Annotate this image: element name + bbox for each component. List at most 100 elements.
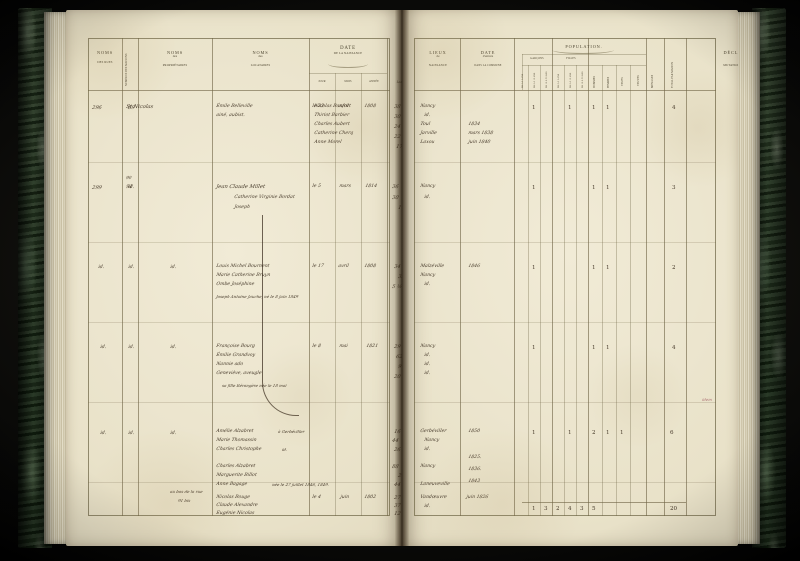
entry-birthplace: Jarville	[419, 131, 438, 136]
entry-birthplace: Laxou	[419, 140, 435, 145]
entry-birthplace: id.	[423, 371, 431, 376]
header-locataires: NOMS des LOCATAIRES	[214, 50, 307, 68]
col-rule-mois	[361, 73, 362, 516]
header-band-rule-left	[88, 90, 390, 91]
population-tally: 2	[592, 430, 596, 436]
verso-page: NOMS DES RUES NUMÉROS DES MAISONS NOMS d…	[66, 10, 402, 546]
entry-tenant-line: Ombe Joséphine	[215, 282, 255, 287]
population-tally: 1	[532, 430, 536, 436]
entry-age: 34	[393, 264, 402, 270]
entry-tenant-note: Joseph Antoine Jauche, né le 8 juin 1849	[215, 294, 299, 299]
entry-owner-note: 91 bis	[177, 498, 191, 503]
population-tally: 1	[568, 430, 572, 436]
entry-age: 16	[393, 429, 402, 435]
header-femmes: FEMMES	[607, 76, 610, 88]
header-date-entree-line2: d'entrée	[482, 54, 494, 59]
entry-tenant-line: Louis Michel Bournent	[215, 264, 270, 269]
entry-birth-annee: 1808	[363, 264, 377, 269]
entry-tenant-line: Catherine Cherq	[313, 131, 354, 136]
entry-birthplace: id.	[423, 282, 431, 287]
entry-tenant-line: Charles Alzabret	[215, 464, 256, 469]
entry-total: 6	[670, 430, 674, 436]
entry-street-name: id.	[127, 431, 135, 436]
entry-birthplace: id.	[423, 113, 431, 118]
entry-street-name: id.	[127, 345, 135, 350]
entry-birth-jour: le 5	[311, 184, 322, 189]
col-rule-garcons-1	[528, 65, 529, 516]
entry-tenant-line: Anne Morel	[313, 140, 342, 145]
entry-age: 44	[393, 482, 402, 488]
entry-tenant-line: Anne Bagage	[215, 482, 248, 487]
entry-tenant-note: née le 27 juillet 1846, 1849.	[271, 482, 330, 487]
entry-birthplace: Nancy	[419, 344, 436, 349]
entry-tenant-line: Catherine Virginie Bordat	[233, 195, 296, 200]
entry-birth-annee: 1814	[364, 184, 378, 189]
entry-sep-4	[88, 402, 390, 403]
recto-page: LIEUX de NAISSANCE DATE d'entrée DANS LA…	[402, 10, 738, 546]
population-tally: 1	[532, 265, 536, 271]
entry-street-no: id.	[97, 265, 105, 270]
entry-age: 5 ½	[391, 284, 402, 290]
entry-birthplace: id.	[423, 195, 431, 200]
entry-tenant-line: Marguerite Billot	[215, 473, 258, 478]
date-subheader-rule	[309, 73, 387, 74]
header-filles-16-20: DE 16 À 20 ANS	[582, 71, 584, 88]
col-rule-locataires	[309, 38, 310, 516]
col-rule-veufs	[630, 65, 631, 516]
header-noms-rues: NOMS DES RUES	[88, 50, 122, 65]
entry-birthplace: Gerbéviller	[419, 429, 447, 434]
header-proprietaires-line3: PROPRIÉTAIRES	[162, 63, 188, 68]
entry-tenant-note: sa fille Bérangère née le 18 mai	[221, 383, 288, 388]
col-rule-filles-end	[588, 38, 589, 516]
entry-owner-line: ainé, aubist.	[215, 113, 246, 118]
entry-birthplace: Nancy	[419, 104, 436, 109]
entry-age: 26	[393, 447, 402, 453]
ledger-sheet-right: LIEUX de NAISSANCE DATE d'entrée DANS LA…	[402, 10, 738, 546]
bound-register-volume: NOMS DES RUES NUMÉROS DES MAISONS NOMS d…	[18, 8, 786, 548]
population-tally: 1	[592, 265, 596, 271]
population-tally: 1	[606, 265, 610, 271]
header-total-par-maison: TOTAL par maison	[671, 61, 674, 88]
entry-age: 44	[391, 438, 400, 444]
entry-birth-mois: mars	[338, 184, 352, 189]
header-garcons-6-15: DE 6 À 15 ANS	[534, 72, 536, 88]
entry-sep-1	[88, 162, 390, 163]
header-lieux-line3: NAISSANCE	[428, 63, 448, 68]
header-date-entree: DATE d'entrée DANS LA COMMUNE	[462, 50, 514, 67]
entry-age: 88	[391, 464, 400, 470]
entry-tenant-line: Amélie Alzabret	[215, 429, 254, 434]
header-date-annee: Année	[369, 80, 379, 83]
header-proprietaires-line2: des	[172, 54, 178, 59]
header-garcons-0-5: DE 0 À 5 ANS	[522, 73, 524, 88]
entry-sep-1-r	[414, 162, 716, 163]
entry-birthplace: Toul	[419, 122, 431, 127]
entry-entry-date: 1834	[467, 122, 481, 127]
entry-sep-3	[88, 322, 390, 323]
entry-sep-5-r	[414, 482, 716, 483]
margin-observation: idem	[701, 397, 713, 402]
entry-total: 3	[672, 185, 676, 191]
entry-tenant-line: Émilie Grandvoy	[215, 353, 256, 358]
entry-tenant-note: à Gerbéviller	[277, 429, 306, 434]
entry-birthplace: Nancy	[419, 184, 436, 189]
header-date-jour: Jour	[318, 80, 326, 83]
totals-cell: 5	[592, 506, 596, 512]
col-rule-femmes	[616, 65, 617, 516]
entry-birth-annee: 1808	[363, 104, 377, 109]
population-group-rule	[522, 54, 646, 55]
entry-age: 29	[393, 344, 402, 350]
entry-birth-mois: avril	[337, 264, 350, 269]
entry-birth-mois: avril	[337, 104, 350, 109]
col-rule-total	[686, 38, 687, 516]
entry-house-no: id.	[169, 431, 177, 436]
header-proprietaires: NOMS des PROPRIÉTAIRES	[140, 50, 210, 68]
totals-row-rule	[522, 502, 686, 503]
entry-street-no: 296	[91, 105, 103, 111]
entry-street-no: id.	[99, 345, 107, 350]
header-population-label: POPULATION.	[565, 44, 603, 49]
header-locataires-line2: des	[258, 54, 263, 59]
header-age: ÂGE	[396, 80, 402, 84]
entry-entry-date: juin 1840	[467, 140, 491, 145]
population-tally: 1	[592, 185, 596, 191]
